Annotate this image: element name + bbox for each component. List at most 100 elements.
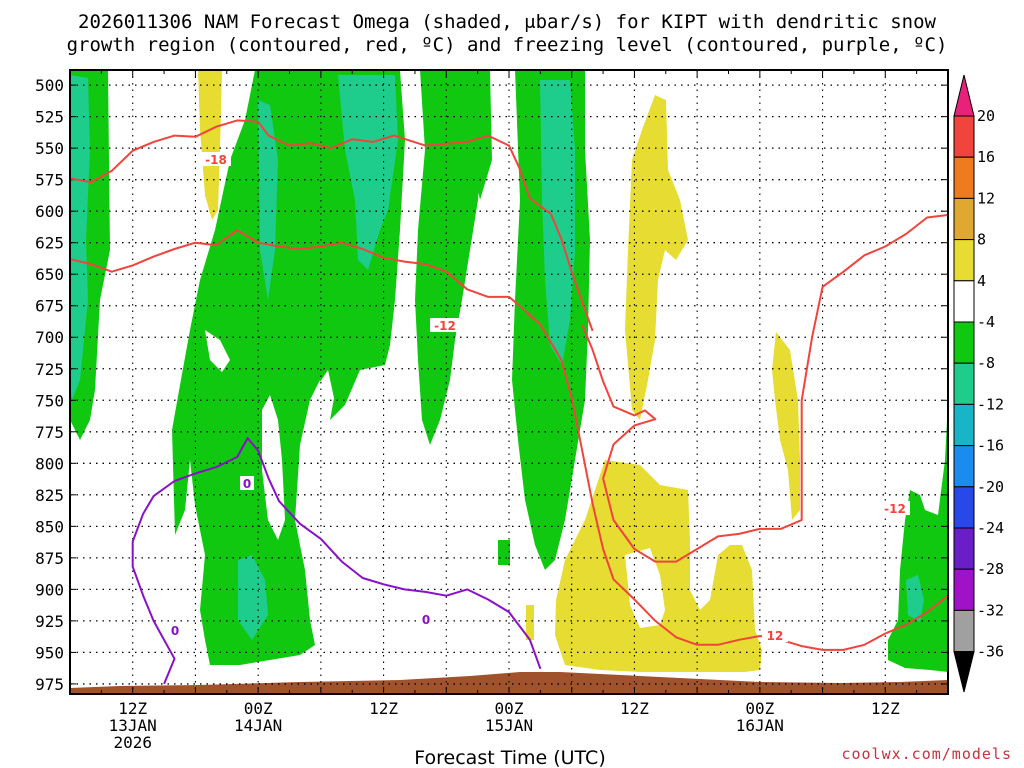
colorbar-segment [953,651,975,693]
contour-label-red: -18 [205,153,227,167]
grid [70,70,948,694]
x-tick-label: 16JAN [736,716,784,735]
colorbar: 20 16 12 8 4 -4 -8 -12 -16 -20 -24 -28 -32 -36 [953,74,1004,693]
colorbar-label: -20 [977,478,1004,496]
chart-title-line-1: 2026011306 NAM Forecast Omega (shaded, μ… [78,11,936,33]
colorbar-label: 4 [977,272,986,290]
colorbar-label: 8 [977,231,986,249]
omega-region-white [262,395,285,540]
omega-region-teal [906,575,924,622]
colorbar-label: -4 [977,313,995,331]
contour-label-purple: 0 [422,613,430,627]
y-tick-label: 675 [35,297,64,316]
colorbar-segment [953,362,975,405]
colorbar-segment [953,486,975,529]
y-tick-label: 550 [35,139,64,158]
x-tick-label: 15JAN [485,716,533,735]
omega-region-white [205,330,230,372]
contour-label-red: -12 [884,502,906,516]
y-tick-label: 525 [35,108,64,127]
omega-region-yellow [526,605,534,640]
colorbar-label: -36 [977,643,1004,661]
x-axis-title: Forecast Time (UTC) [414,747,605,768]
x-tick-label: 12Z [620,699,649,718]
colorbar-label: 16 [977,148,995,166]
x-tick-label: 13JAN [109,716,157,735]
colorbar-segment [953,527,975,570]
colorbar-segment [953,609,975,653]
x-tick-label: 12Z [871,699,900,718]
contour-label-purple: 0 [243,477,251,491]
y-tick-label: 725 [35,360,64,379]
y-tick-label: 900 [35,580,64,599]
contour-line [581,214,948,563]
colorbar-segment [953,321,975,364]
colorbar-segment [953,115,975,158]
y-tick-label: 650 [35,265,64,284]
x-tick-label: 12Z [369,699,398,718]
y-tick-label: 775 [35,423,64,442]
colorbar-segment [953,568,975,611]
colorbar-segment [953,239,975,282]
omega-region-yellow [555,460,762,672]
omega-region-green [888,400,948,672]
y-tick-label: 575 [35,171,64,190]
contour-line [70,229,948,651]
contour-line [131,437,542,685]
colorbar-segment [953,445,975,488]
omega-shading [70,70,948,694]
contour-labels: -18 -12 12 -12 0 0 0 [168,152,910,643]
contour-line [70,119,594,332]
x-tick-label: 00Z [495,699,524,718]
colorbar-label: -8 [977,354,995,372]
omega-region-green [172,70,405,665]
colorbar-label: -16 [977,437,1004,455]
omega-region-teal [70,75,90,400]
y-tick-label: 925 [35,612,64,631]
ground-terrain [70,672,948,694]
plot-border [69,69,949,695]
y-axis-ticks: 500 525 550 575 600 625 650 675 700 725 750 775 800 8… [35,76,948,694]
x-tick-label: 12Z [118,699,147,718]
colorbar-segment [953,74,975,117]
colorbar-segment [953,197,975,241]
contour-label-purple: 0 [171,624,179,638]
y-tick-label: 625 [35,234,64,253]
omega-region-yellow [198,70,222,220]
x-tick-label: 00Z [244,699,273,718]
y-tick-label: 600 [35,202,64,221]
y-tick-label: 825 [35,486,64,505]
omega-region-green [445,70,492,200]
y-tick-label: 800 [35,454,64,473]
y-tick-label: 975 [35,675,64,694]
colorbar-label: 12 [977,189,995,207]
omega-region-teal [238,555,268,640]
colorbar-segment [953,156,975,199]
colorbar-label: -24 [977,519,1004,537]
colorbar-segment [953,403,975,447]
colorbar-label: -32 [977,601,1004,619]
x-tick-label: 14JAN [234,716,282,735]
x-tick-label: 00Z [745,699,774,718]
omega-region-green [498,540,510,565]
y-tick-label: 500 [35,76,64,95]
omega-region-white [318,370,334,420]
colorbar-segment [953,280,975,323]
omega-region-teal [258,100,278,300]
colorbar-label: -12 [977,395,1004,413]
contour-label-red: -12 [434,319,456,333]
contours [70,119,948,685]
y-tick-label: 850 [35,517,64,536]
credit-link[interactable]: coolwx.com/models [841,745,1012,763]
omega-region-teal [540,80,575,365]
omega-region-white [625,548,665,628]
x-tick-label: 2026 [113,733,152,752]
y-tick-label: 750 [35,391,64,410]
chart-title-line-2: growth region (contoured, red, ºC) and f… [67,34,948,56]
y-tick-label: 875 [35,549,64,568]
omega-region-teal [338,75,398,270]
omega-region-yellow [625,95,688,420]
colorbar-label: 20 [977,107,995,125]
y-tick-label: 950 [35,643,64,662]
